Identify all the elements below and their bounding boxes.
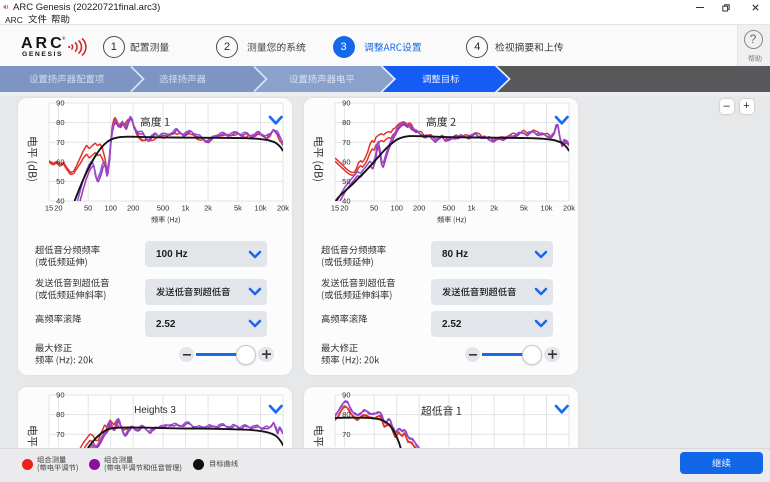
svg-text:60: 60 bbox=[56, 157, 64, 166]
svg-text:80: 80 bbox=[342, 118, 350, 127]
svg-text:100: 100 bbox=[104, 204, 117, 213]
svg-text:90: 90 bbox=[56, 391, 64, 400]
svg-text:20: 20 bbox=[340, 204, 348, 213]
svg-text:2k: 2k bbox=[490, 204, 498, 213]
svg-text:80: 80 bbox=[56, 118, 64, 127]
svg-text:80: 80 bbox=[56, 410, 64, 419]
svg-text:1k: 1k bbox=[182, 204, 190, 213]
svg-text:70: 70 bbox=[342, 138, 350, 147]
svg-text:500: 500 bbox=[443, 204, 456, 213]
svg-text:500: 500 bbox=[157, 204, 170, 213]
svg-text:80: 80 bbox=[342, 410, 350, 419]
svg-text:15: 15 bbox=[331, 204, 339, 213]
svg-text:200: 200 bbox=[413, 204, 426, 213]
svg-text:200: 200 bbox=[127, 204, 140, 213]
svg-text:1k: 1k bbox=[468, 204, 476, 213]
svg-text:5k: 5k bbox=[520, 204, 528, 213]
svg-text:50: 50 bbox=[84, 204, 92, 213]
svg-text:10k: 10k bbox=[540, 204, 552, 213]
svg-text:2k: 2k bbox=[204, 204, 212, 213]
svg-text:5k: 5k bbox=[234, 204, 242, 213]
svg-text:20: 20 bbox=[54, 204, 62, 213]
svg-text:90: 90 bbox=[56, 99, 64, 108]
svg-text:100: 100 bbox=[390, 204, 403, 213]
svg-text:20k: 20k bbox=[277, 204, 289, 213]
svg-text:10k: 10k bbox=[254, 204, 266, 213]
svg-text:50: 50 bbox=[342, 177, 350, 186]
svg-text:50: 50 bbox=[370, 204, 378, 213]
svg-text:70: 70 bbox=[56, 138, 64, 147]
svg-text:70: 70 bbox=[56, 430, 64, 439]
svg-text:40: 40 bbox=[56, 197, 64, 206]
svg-text:60: 60 bbox=[342, 157, 350, 166]
svg-text:90: 90 bbox=[342, 391, 350, 400]
svg-text:15: 15 bbox=[45, 204, 53, 213]
svg-text:20k: 20k bbox=[563, 204, 575, 213]
svg-text:70: 70 bbox=[342, 430, 350, 439]
svg-text:50: 50 bbox=[56, 177, 64, 186]
svg-text:90: 90 bbox=[342, 99, 350, 108]
svg-text:40: 40 bbox=[342, 197, 350, 206]
